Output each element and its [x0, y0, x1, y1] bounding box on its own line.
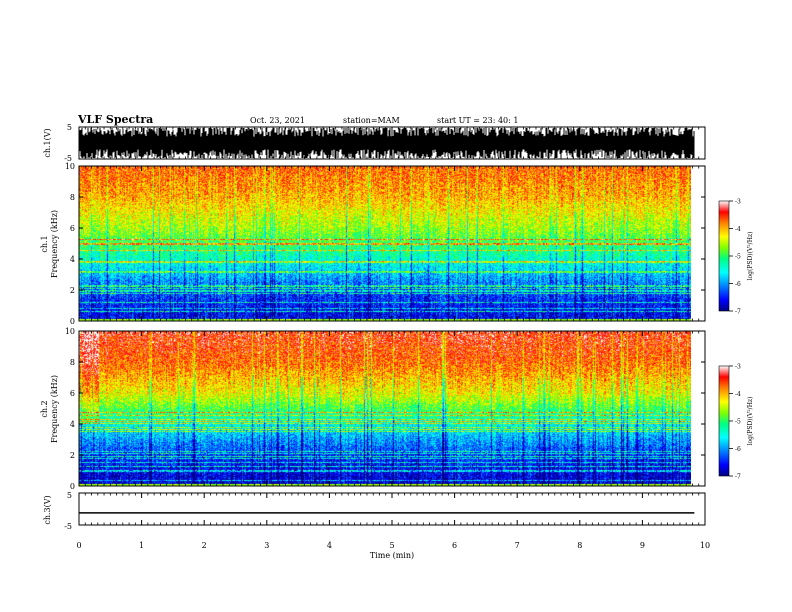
ch1-spectrogram-ytick-label: 10: [65, 162, 75, 171]
xtick-label: 0: [76, 541, 81, 550]
ch1-colorbar-ticks: -3 -4 -5 -6 -7: [729, 199, 741, 316]
ch3-ytick-top: 5: [67, 491, 72, 500]
ch2-spectrogram-ytick-label: 6: [70, 389, 75, 398]
ch1-spectrogram-yticks: 0 2 4 6 8 10: [65, 162, 705, 326]
colorbar-tick-label: -6: [735, 281, 741, 288]
ch1-spectrogram-ytick-label: 6: [70, 224, 75, 233]
ch2-spectrogram-ylabel-channel: ch.2: [40, 400, 49, 417]
ch1-spectrogram-ytick-label: 8: [70, 193, 75, 202]
ch1-spectrogram-image: [79, 166, 691, 321]
date-label: Oct. 23, 2021: [250, 116, 305, 125]
start-time-label: start UT = 23: 40: 1: [437, 116, 518, 125]
ch2-spectrogram-ylabel-frequency: Frequency (kHz): [50, 375, 59, 443]
ch2-colorbar: -3 -4 -5 -6 -7 log(PSD)(V²/Hz): [718, 364, 754, 481]
ch1-spectrogram-ylabel-frequency: Frequency (kHz): [50, 210, 59, 278]
xtick-label: 2: [202, 541, 207, 550]
ch1-spectrogram-panel: 0 2 4 6 8 10 ch.1 Frequency (kHz): [40, 162, 706, 326]
ch3-ylabel: ch.3(V): [43, 495, 52, 524]
colorbar-tick-label: -3: [735, 364, 741, 371]
ch2-colorbar-ticks: -3 -4 -5 -6 -7: [729, 364, 741, 481]
colorbar-tick-label: -5: [735, 254, 741, 261]
ch2-spectrogram-panel: 0 2 4 6 8 10 ch.2 Frequency (kHz): [40, 327, 706, 491]
xaxis-label: Time (min): [370, 551, 414, 560]
ch2-spectrogram-ytick-label: 10: [65, 327, 75, 336]
colorbar-tick-label: -5: [735, 419, 741, 426]
ch1-spectrogram-ytick-label: 2: [70, 286, 75, 295]
xtick-label: 6: [452, 541, 457, 550]
xtick-label: 3: [264, 541, 269, 550]
colorbar-tick-label: -7: [735, 474, 741, 481]
xtick-label: 4: [327, 541, 332, 550]
colorbar-tick-label: -4: [735, 226, 741, 233]
ch2-spectrogram-ytick-label: 2: [70, 451, 75, 460]
ch1-waveform-panel: 5 -5 ch.1(V): [43, 123, 706, 163]
xtick-label: 5: [389, 541, 394, 550]
ch2-spectrogram-yticks: 0 2 4 6 8 10: [65, 327, 705, 491]
ch3-waveform-panel: 5 -5 ch.3(V): [43, 491, 706, 531]
ch1-spectrogram-ytick-label: 0: [70, 317, 75, 326]
ch1-ytick-bottom: -5: [64, 154, 72, 163]
figure-title: VLF Spectra: [77, 113, 153, 126]
xtick-label: 10: [700, 541, 710, 550]
colorbar-tick-label: -3: [735, 199, 741, 206]
ch2-spectrogram-ytick-label: 4: [70, 420, 75, 429]
ch3-plot-area: [79, 493, 705, 525]
station-label: station=MAM: [343, 116, 400, 125]
ch2-spectrogram-ytick-label: 8: [70, 358, 75, 367]
ch1-ylabel: ch.1(V): [43, 128, 52, 157]
ch1-colorbar-gradient: [719, 201, 729, 311]
xtick-label: 9: [640, 541, 645, 550]
ch2-spectrogram-ytick-label: 0: [70, 482, 75, 491]
ch1-colorbar: -3 -4 -5 -6 -7 log(PSD)(V²/Hz): [718, 199, 754, 316]
ch1-spectrogram-ylabel-channel: ch.1: [40, 235, 49, 252]
ch1-ytick-top: 5: [67, 123, 72, 132]
ch3-ytick-bottom: -5: [64, 522, 72, 531]
ch2-colorbar-label: log(PSD)(V²/Hz): [747, 397, 754, 446]
colorbar-tick-label: -4: [735, 391, 741, 398]
ch2-spectrogram-image: [79, 331, 691, 486]
xtick-label: 1: [139, 541, 144, 550]
colorbar-tick-label: -7: [735, 309, 741, 316]
xtick-label: 8: [577, 541, 582, 550]
colorbar-tick-label: -6: [735, 446, 741, 453]
xtick-label: 7: [515, 541, 520, 550]
time-axis-ticks: 0 1 2 3 4 5 6 7 8 9 10: [76, 127, 710, 550]
ch1-colorbar-label: log(PSD)(V²/Hz): [747, 232, 754, 281]
ch2-colorbar-gradient: [719, 366, 729, 476]
ch1-spectrogram-ytick-label: 4: [70, 255, 75, 264]
